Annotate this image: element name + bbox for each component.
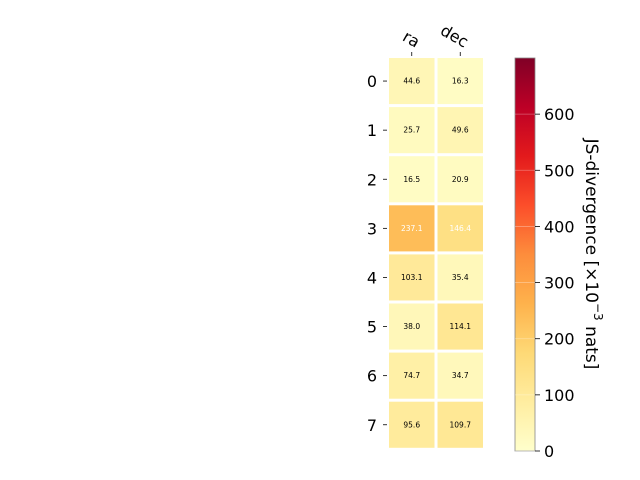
colorbar-tick-label: 200	[544, 330, 575, 349]
row-label: 1	[367, 121, 377, 140]
column-label: ra	[400, 27, 424, 52]
heatmap-cell	[389, 107, 435, 154]
colorbar-label-main: JS-divergence [×10	[581, 138, 601, 303]
row-label: 4	[367, 268, 377, 287]
colorbar-tick-label: 400	[544, 217, 575, 236]
column-labels: ra dec	[400, 21, 472, 56]
colorbar-label-exponent: −3	[592, 303, 606, 321]
cell-value-label: 16.5	[403, 175, 420, 184]
heatmap-cell	[437, 205, 483, 252]
row-label: 5	[367, 318, 377, 337]
cell-value-label: 114.1	[450, 322, 472, 331]
heatmap-cell	[389, 156, 435, 203]
cell-value-label: 49.6	[452, 126, 469, 135]
colorbar: 0 100 200 300 400 500 600 JS-divergence [×10−3…	[514, 57, 606, 461]
cell-value-label: 74.7	[403, 371, 420, 380]
heatmap-cell	[437, 401, 483, 448]
colorbar-tick-label: 100	[544, 386, 575, 405]
cell-value-label: 34.7	[452, 371, 469, 380]
row-labels: 0 1 2 3 4 5 6 7	[367, 72, 387, 435]
cell-value-label: 237.1	[401, 224, 423, 233]
heatmap-cell	[389, 401, 435, 448]
heatmap-cell	[437, 156, 483, 203]
colorbar-tick-label: 600	[544, 105, 575, 124]
colorbar-ticks: 0 100 200 300 400 500 600	[515, 105, 575, 461]
heatmap-cell	[389, 254, 435, 301]
cell-value-label: 16.3	[452, 77, 469, 86]
heatmap-cell	[389, 303, 435, 350]
cell-value-label: 103.1	[401, 273, 423, 282]
heatmap-cells: 44.6 16.3 25.7 49.6 16.5 20.9 237.1 146.4 103.1 3…	[389, 58, 483, 448]
cell-value-label: 44.6	[403, 77, 420, 86]
colorbar-gradient	[514, 57, 536, 452]
colorbar-label: JS-divergence [×10−3 nats]	[581, 138, 606, 370]
cell-value-label: 95.6	[403, 420, 420, 429]
heatmap-cell	[389, 205, 435, 252]
cell-value-label: 25.7	[403, 126, 420, 135]
column-label: dec	[437, 21, 471, 52]
heatmap-cell	[437, 303, 483, 350]
colorbar-tick-label: 300	[544, 274, 575, 293]
row-label: 6	[367, 367, 377, 386]
cell-value-label: 38.0	[403, 322, 420, 331]
cell-value-label: 35.4	[452, 273, 469, 282]
cell-value-label: 20.9	[452, 175, 469, 184]
cell-value-label: 109.7	[450, 420, 472, 429]
heatmap-cell	[437, 107, 483, 154]
colorbar-tick-label: 500	[544, 161, 575, 180]
heatmap-cell	[389, 58, 435, 105]
row-label: 7	[367, 416, 377, 435]
heatmap-cell	[437, 254, 483, 301]
colorbar-tick-label: 0	[544, 442, 554, 461]
colorbar-label-suffix: nats]	[581, 321, 601, 370]
row-label: 3	[367, 219, 377, 238]
heatmap-cell	[437, 58, 483, 105]
cell-value-label: 146.4	[450, 224, 472, 233]
row-label: 0	[367, 72, 377, 91]
row-label: 2	[367, 170, 377, 189]
heatmap-cell	[389, 352, 435, 399]
heatmap-cell	[437, 352, 483, 399]
